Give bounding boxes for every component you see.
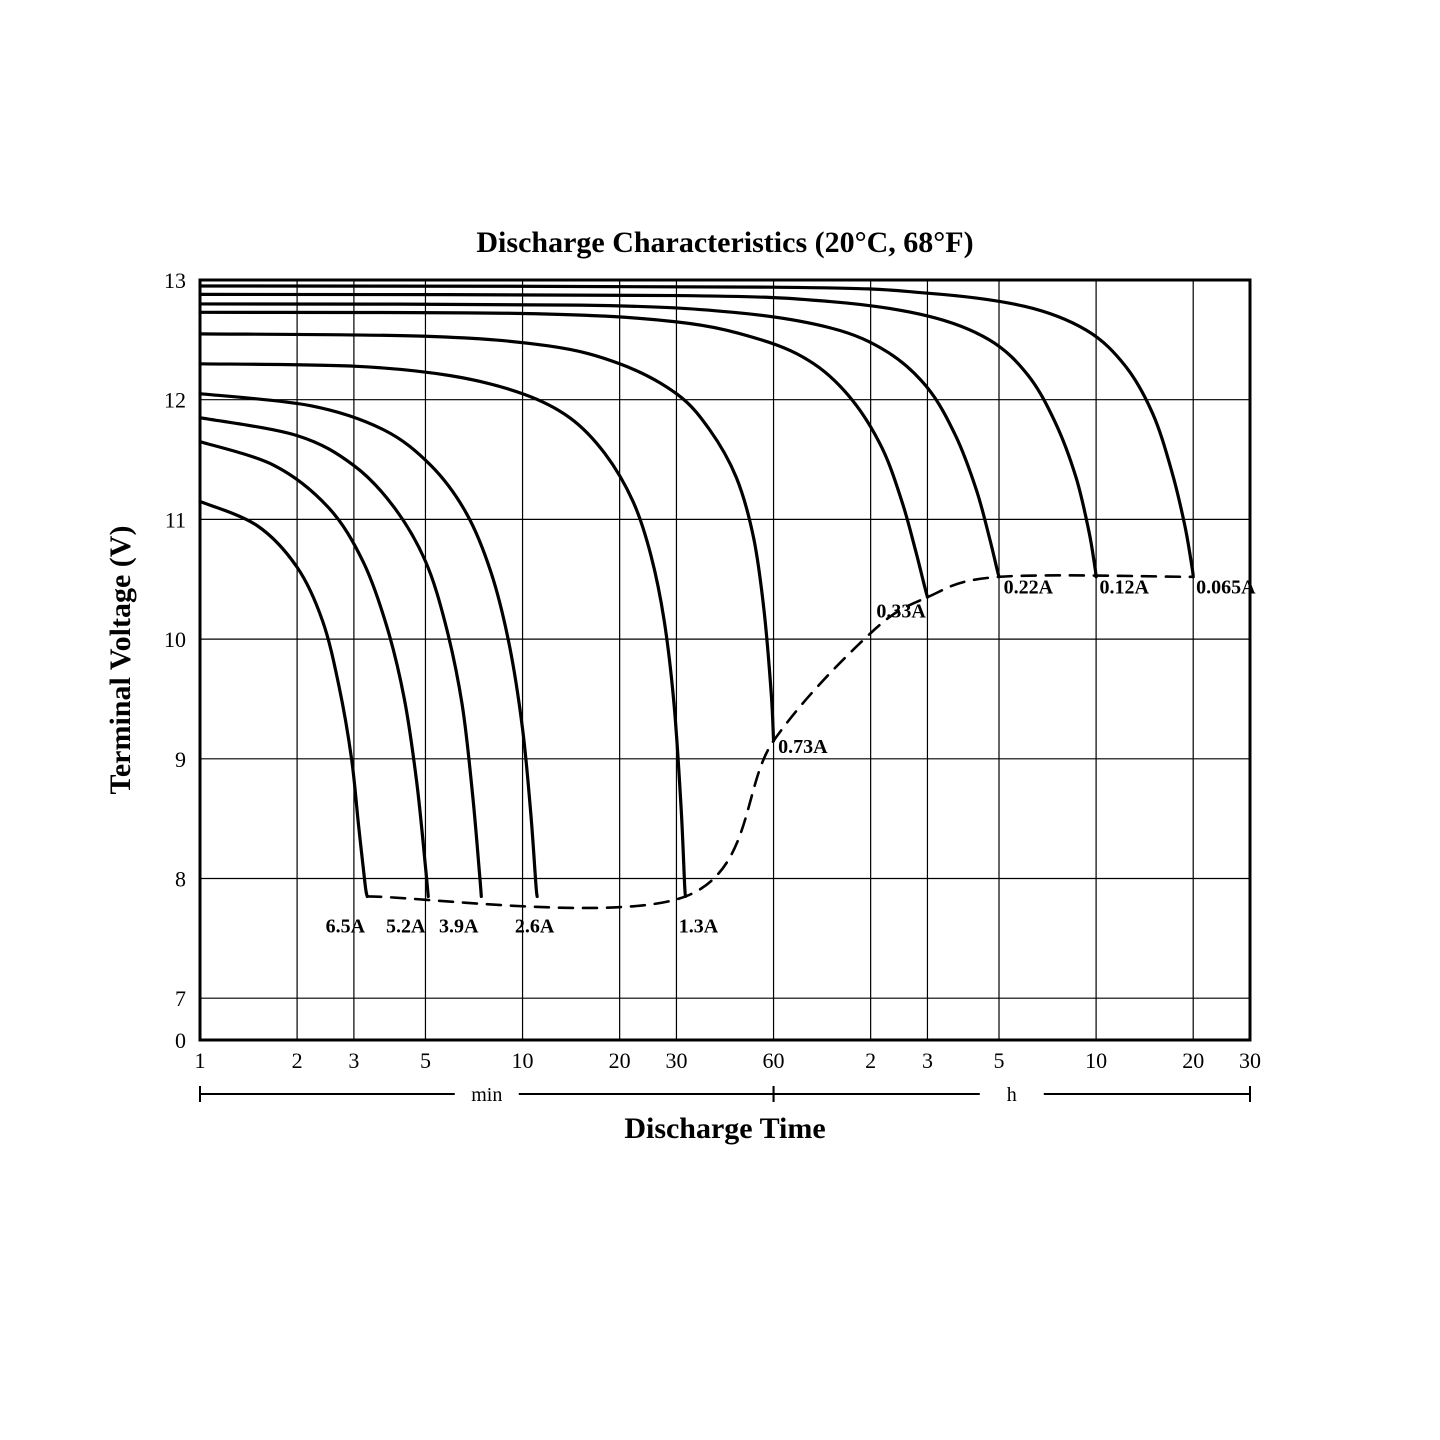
x-tick-label: 30 — [1239, 1048, 1261, 1073]
curve-label: 0.12A — [1100, 577, 1150, 599]
x-tick-label: 5 — [420, 1048, 431, 1073]
y-tick-label: 13 — [164, 268, 186, 293]
curve-label: 2.6A — [515, 915, 555, 937]
y-tick-label: 0 — [175, 1028, 186, 1053]
curve-label: 0.33A — [876, 601, 926, 623]
y-tick-label: 12 — [164, 388, 186, 413]
y-tick-label: 10 — [164, 627, 186, 652]
discharge-chart: Discharge Characteristics (20°C, 68°F)12… — [0, 0, 1440, 1440]
x-tick-label: 10 — [1085, 1048, 1107, 1073]
x-tick-label: 3 — [922, 1048, 933, 1073]
x-tick-label: 5 — [994, 1048, 1005, 1073]
x-tick-label: 3 — [348, 1048, 359, 1073]
curve-label: 5.2A — [386, 915, 426, 937]
x-axis-label: Discharge Time — [624, 1112, 825, 1145]
x-tick-label: 1 — [195, 1048, 206, 1073]
curve-label: 3.9A — [439, 915, 479, 937]
chart-title: Discharge Characteristics (20°C, 68°F) — [476, 226, 973, 259]
discharge-curve — [200, 312, 927, 597]
discharge-curve — [200, 364, 685, 897]
discharge-curve — [200, 394, 537, 897]
x-tick-label: 30 — [665, 1048, 687, 1073]
discharge-curve — [200, 294, 1096, 576]
discharge-curve — [200, 334, 774, 741]
x-tick-label: 2 — [292, 1048, 303, 1073]
curve-label: 6.5A — [326, 915, 366, 937]
curve-label: 0.22A — [1004, 577, 1054, 599]
x-tick-label: 60 — [763, 1048, 785, 1073]
x-tick-label: 2 — [865, 1048, 876, 1073]
y-tick-label: 7 — [175, 986, 186, 1011]
y-axis-label: Terminal Voltage (V) — [104, 526, 137, 795]
x-tick-label: 20 — [1182, 1048, 1204, 1073]
y-tick-label: 9 — [175, 747, 186, 772]
discharge-curve — [200, 501, 367, 896]
curve-label: 0.73A — [778, 736, 828, 758]
curve-label: 1.3A — [679, 915, 719, 937]
unit-label: min — [471, 1084, 502, 1106]
y-tick-label: 8 — [175, 867, 186, 892]
unit-label: h — [1007, 1084, 1017, 1106]
x-tick-label: 20 — [609, 1048, 631, 1073]
y-tick-label: 11 — [165, 507, 186, 532]
curve-label: 0.065A — [1196, 577, 1256, 599]
x-tick-label: 10 — [512, 1048, 534, 1073]
discharge-curve — [200, 418, 481, 897]
